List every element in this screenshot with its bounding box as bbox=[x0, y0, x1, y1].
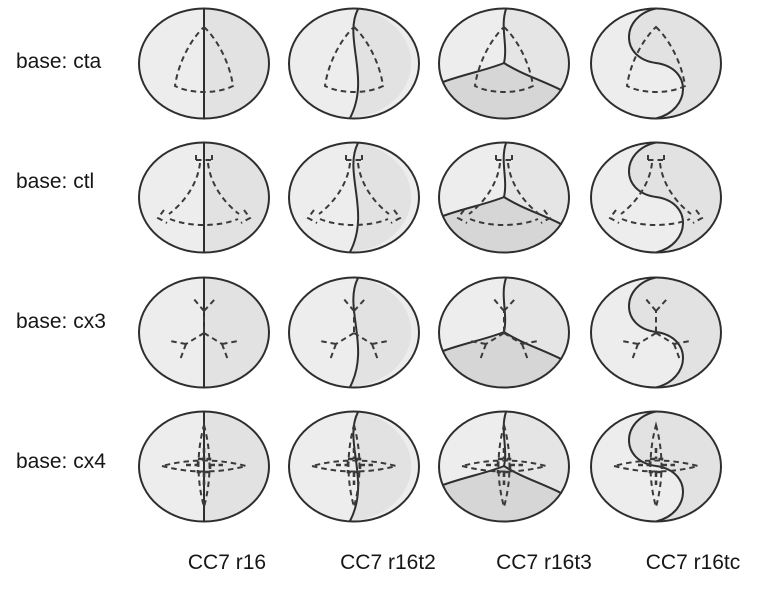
row-label-cta: base: cta bbox=[16, 50, 102, 73]
row-label-ctl: base: ctl bbox=[16, 170, 95, 193]
cell-cx3-r16tc bbox=[590, 276, 722, 388]
cell-cx4-r16t3 bbox=[438, 410, 570, 522]
col-label-r16: CC7 r16 bbox=[187, 551, 267, 574]
base-shape-ctl bbox=[306, 154, 402, 226]
base-shape-cx4 bbox=[308, 420, 400, 511]
col-label-r16t3: CC7 r16t3 bbox=[496, 551, 592, 574]
base-shape-cx3 bbox=[319, 296, 389, 360]
base-shape-cx3 bbox=[169, 296, 239, 360]
base-shape-ctl bbox=[156, 154, 252, 226]
base-shape-cx4 bbox=[158, 420, 250, 511]
cell-ctl-r16t2 bbox=[288, 141, 420, 253]
base-shape-cx4 bbox=[610, 420, 702, 511]
cell-cx4-r16tc bbox=[590, 410, 722, 522]
cell-cx3-r16t3 bbox=[438, 276, 570, 388]
base-shape-cta bbox=[173, 25, 235, 93]
row-label-cx3: base: cx3 bbox=[16, 310, 106, 333]
cell-ctl-r16 bbox=[138, 141, 270, 253]
base-shape-cta bbox=[473, 25, 535, 93]
base-shape-cta bbox=[625, 25, 687, 93]
base-shape-cx3 bbox=[469, 296, 539, 360]
cell-cx3-r16 bbox=[138, 276, 270, 388]
cell-cta-r16t3 bbox=[438, 7, 570, 119]
base-shape-cta bbox=[323, 25, 385, 93]
col-label-r16tc: CC7 r16tc bbox=[645, 551, 741, 574]
row-label-cx4: base: cx4 bbox=[16, 450, 106, 473]
cell-cta-r16tc bbox=[590, 7, 722, 119]
cell-ctl-r16tc bbox=[590, 141, 722, 253]
base-shape-cx4 bbox=[458, 420, 550, 511]
base-shape-cx3 bbox=[621, 296, 691, 360]
cell-cx4-r16 bbox=[138, 410, 270, 522]
cell-cta-r16 bbox=[138, 7, 270, 119]
cell-cta-r16t2 bbox=[288, 7, 420, 119]
cell-ctl-r16t3 bbox=[438, 141, 570, 253]
base-shape-ctl bbox=[456, 154, 552, 226]
cell-cx4-r16t2 bbox=[288, 410, 420, 522]
base-shape-ctl bbox=[608, 154, 704, 226]
col-label-r16t2: CC7 r16t2 bbox=[340, 551, 436, 574]
cell-cx3-r16t2 bbox=[288, 276, 420, 388]
